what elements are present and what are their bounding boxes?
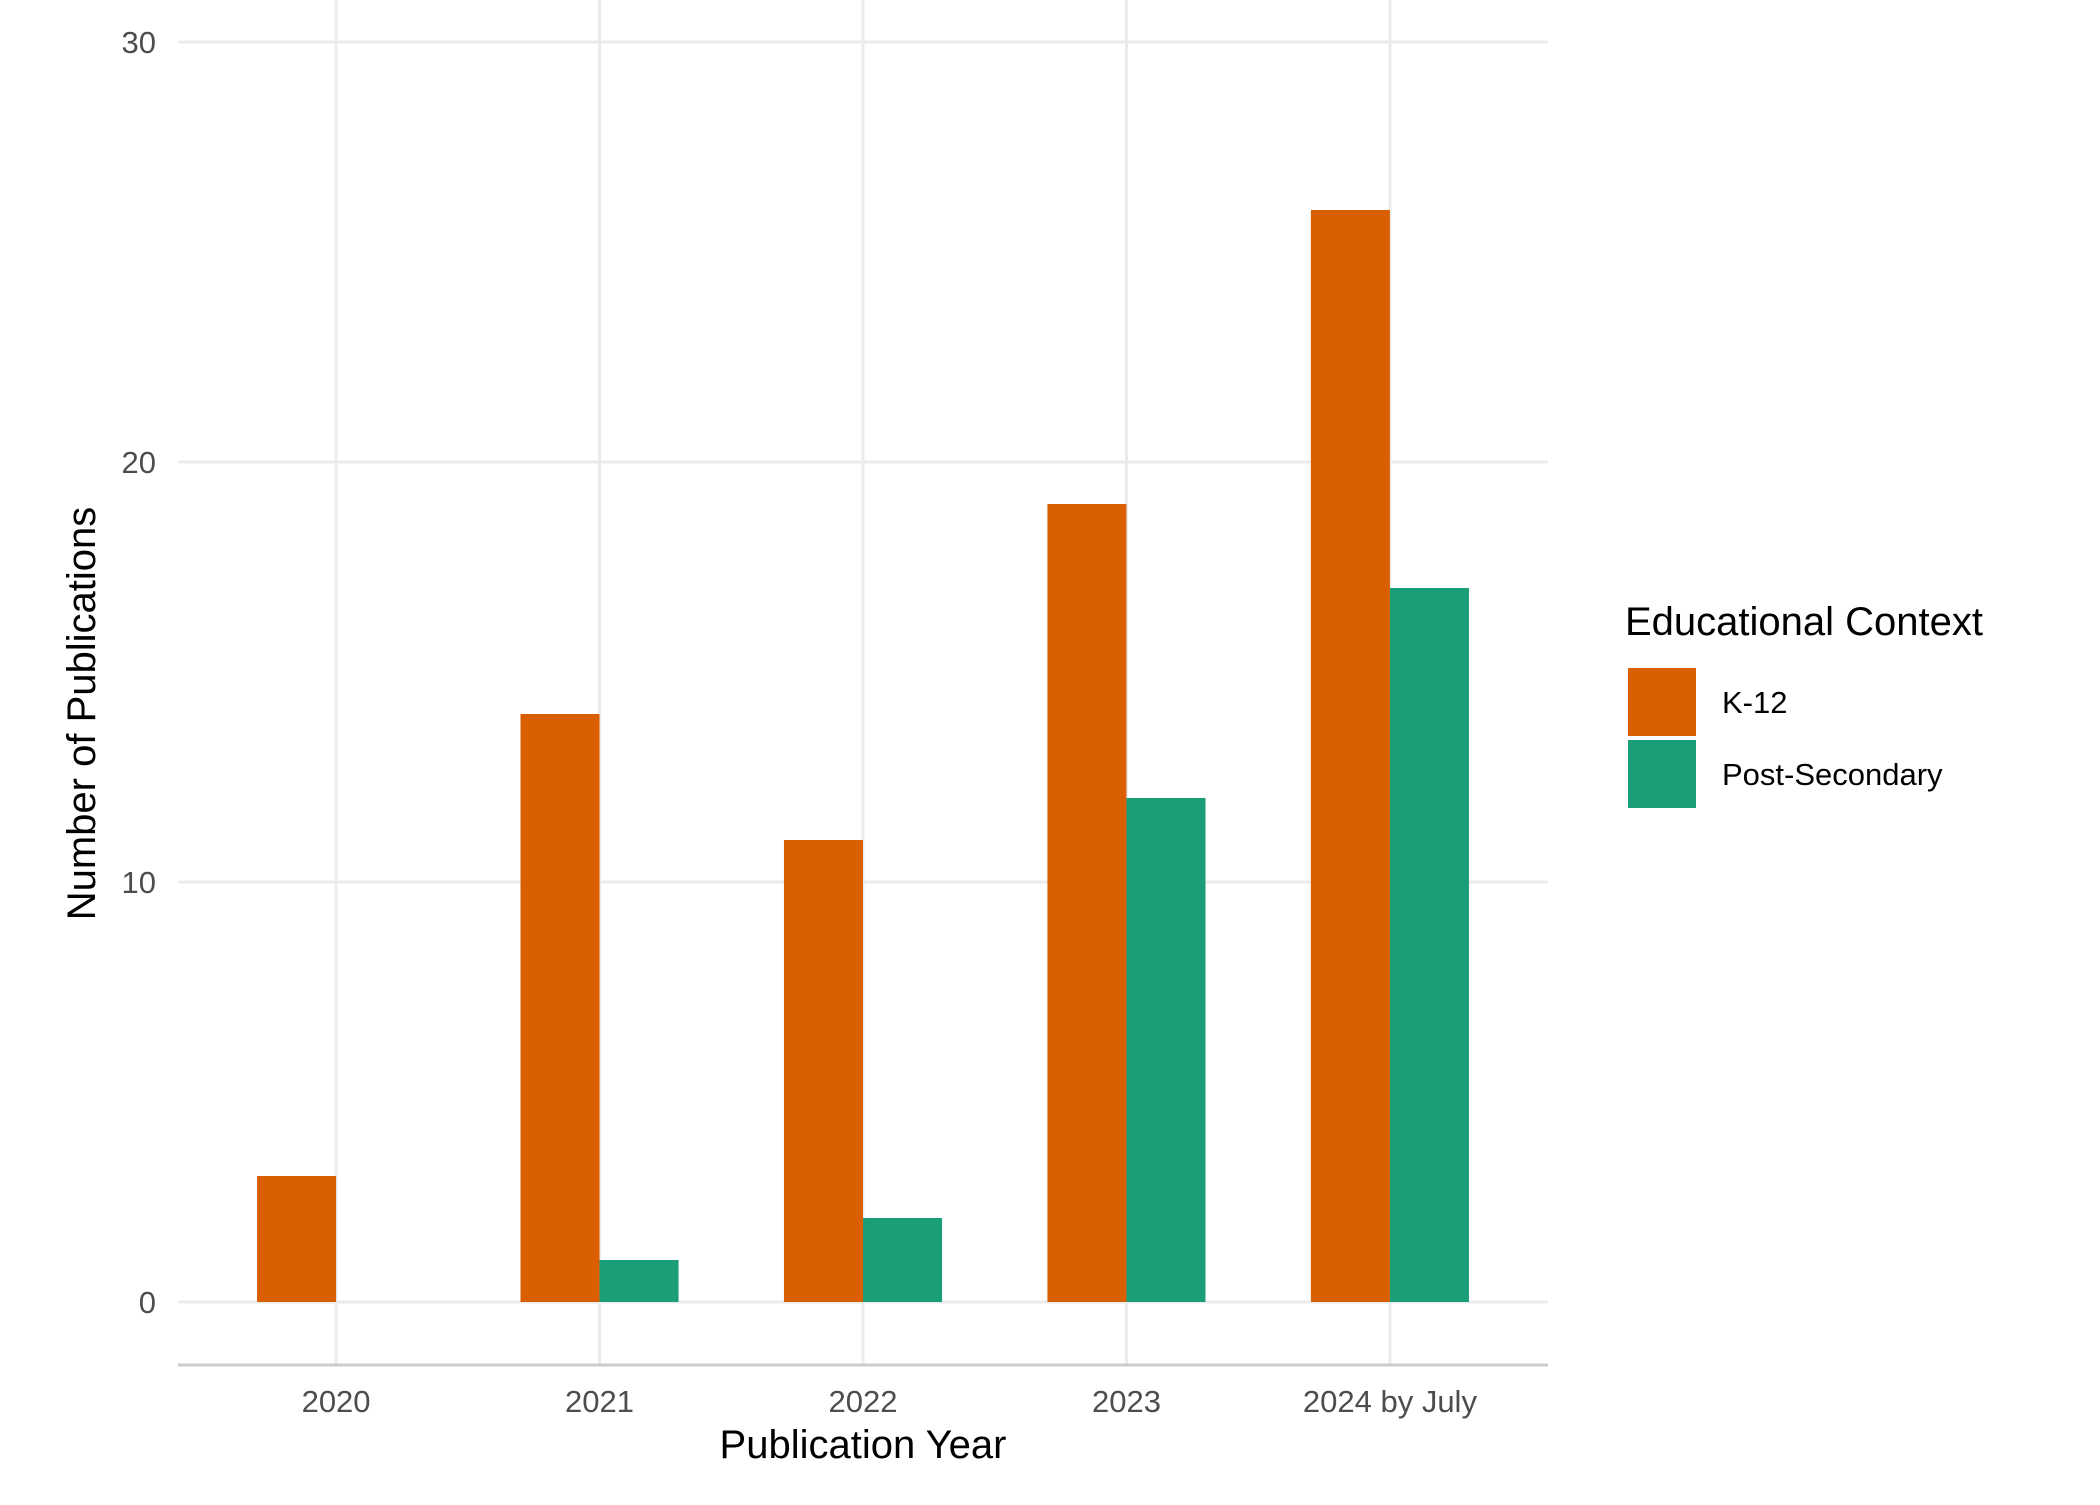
y-axis-title: Number of Publications (60, 507, 104, 921)
x-axis-title: Publication Year (720, 1423, 1007, 1467)
bars (257, 210, 1469, 1302)
x-tick-label-2: 2022 (829, 1384, 898, 1419)
y-tick-label-20: 20 (122, 445, 156, 480)
bar-post-secondary-2021 (599, 1260, 679, 1302)
y-tick-label-10: 10 (122, 865, 156, 900)
x-tick-labels: 2020 2021 2022 2023 2024 by July (302, 1384, 1478, 1419)
legend-label-post-secondary: Post-Secondary (1722, 757, 1943, 792)
x-tick-label-1: 2021 (565, 1384, 634, 1419)
legend-title: Educational Context (1625, 600, 1983, 644)
legend-items: K-12 Post-Secondary (1628, 668, 1943, 808)
y-tick-label-0: 0 (139, 1285, 156, 1320)
legend-key-k-12 (1628, 668, 1696, 736)
bar-k-12-2021 (520, 714, 600, 1302)
bar-post-secondary-2022 (863, 1218, 943, 1302)
bar-k-12-2024-by-july (1310, 210, 1390, 1302)
legend-key-post-secondary (1628, 740, 1696, 808)
y-tick-label-30: 30 (122, 25, 156, 60)
x-tick-label-4: 2024 by July (1303, 1384, 1478, 1419)
bar-k-12-2020 (257, 1176, 337, 1302)
y-tick-labels: 0 10 20 30 (122, 25, 156, 1320)
x-tick-label-3: 2023 (1092, 1384, 1161, 1419)
x-tick-label-0: 2020 (302, 1384, 371, 1419)
legend: Educational Context K-12 Post-Secondary (1625, 600, 1983, 808)
bar-k-12-2022 (783, 840, 863, 1302)
bar-post-secondary-2023 (1126, 798, 1206, 1302)
bar-post-secondary-2024-by-july (1389, 588, 1469, 1302)
bar-k-12-2023 (1047, 504, 1127, 1302)
legend-label-k-12: K-12 (1722, 685, 1787, 720)
